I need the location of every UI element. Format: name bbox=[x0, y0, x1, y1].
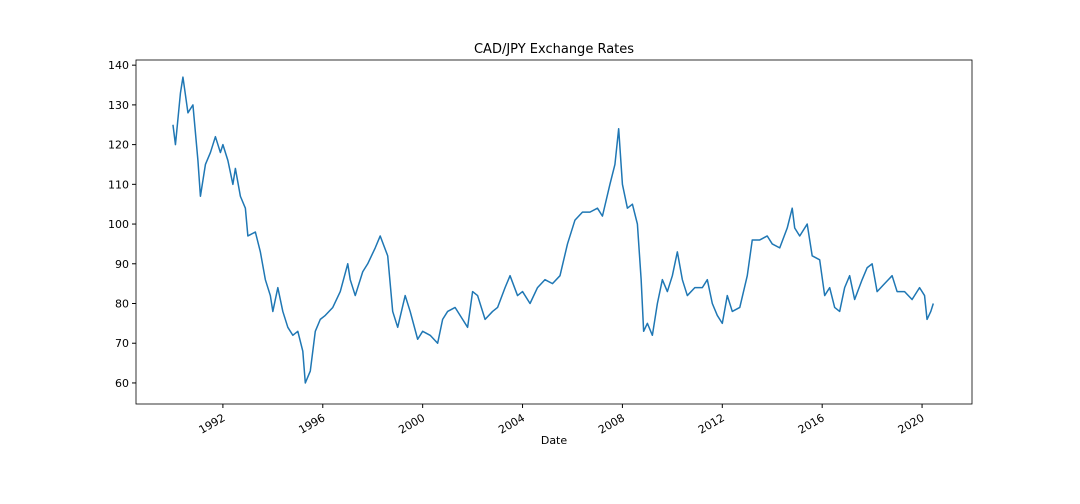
y-tick-label: 60 bbox=[115, 377, 129, 390]
x-tick-label: 1996 bbox=[297, 411, 328, 436]
x-tick-label: 1992 bbox=[197, 411, 228, 436]
y-tick-label: 70 bbox=[115, 337, 129, 350]
x-tick-label: 2012 bbox=[696, 411, 727, 436]
y-tick-label: 100 bbox=[108, 218, 129, 231]
y-tick-label: 130 bbox=[108, 99, 129, 112]
y-tick-label: 120 bbox=[108, 139, 129, 152]
chart-title: CAD/JPY Exchange Rates bbox=[474, 42, 634, 57]
x-tick-label: 2008 bbox=[596, 411, 627, 436]
x-tick-label: 2020 bbox=[896, 411, 927, 436]
y-tick-label: 140 bbox=[108, 59, 129, 72]
x-tick-label: 2016 bbox=[796, 411, 827, 436]
x-tick-label: 2000 bbox=[396, 411, 427, 436]
y-tick-label: 110 bbox=[108, 178, 129, 191]
line-series bbox=[172, 76, 935, 384]
y-tick-label: 80 bbox=[115, 298, 129, 311]
plot-frame bbox=[135, 59, 973, 405]
x-tick-label: 2004 bbox=[496, 411, 527, 436]
x-axis-label: Date bbox=[541, 434, 568, 447]
y-tick-label: 90 bbox=[115, 258, 129, 271]
